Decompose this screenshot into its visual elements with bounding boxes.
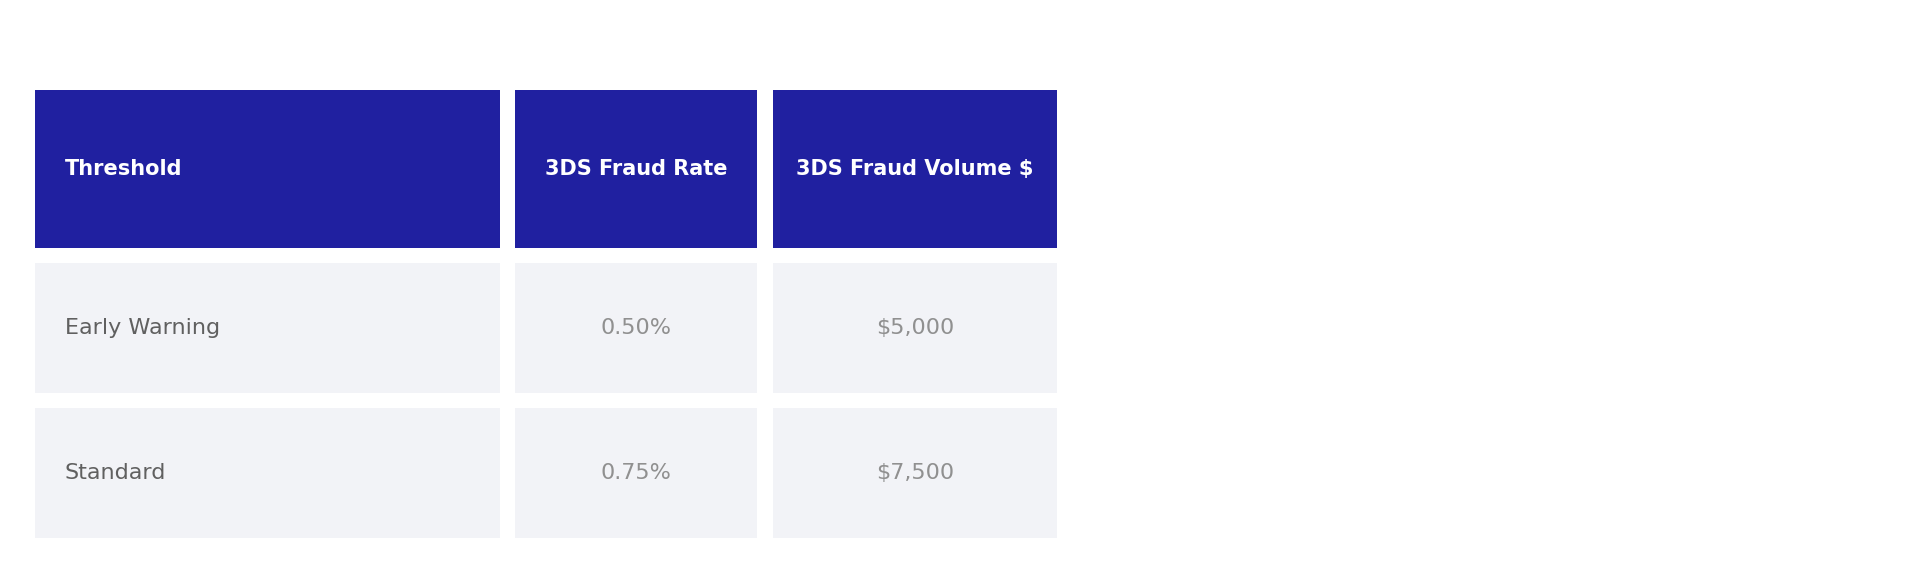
Text: Threshold: Threshold — [65, 159, 182, 179]
Text: 0.75%: 0.75% — [601, 463, 672, 483]
Bar — [515, 408, 756, 538]
Bar — [35, 263, 499, 393]
Text: 3DS Fraud Volume $: 3DS Fraud Volume $ — [797, 159, 1033, 179]
Bar — [774, 263, 1058, 393]
Bar — [35, 90, 499, 248]
Bar — [774, 408, 1058, 538]
Text: Early Warning: Early Warning — [65, 318, 221, 338]
Text: Standard: Standard — [65, 463, 167, 483]
Text: $7,500: $7,500 — [876, 463, 954, 483]
Text: 3DS Fraud Rate: 3DS Fraud Rate — [545, 159, 728, 179]
Bar — [515, 90, 756, 248]
Bar — [774, 90, 1058, 248]
Text: 0.50%: 0.50% — [601, 318, 672, 338]
Bar — [515, 263, 756, 393]
Bar — [35, 408, 499, 538]
Text: $5,000: $5,000 — [876, 318, 954, 338]
